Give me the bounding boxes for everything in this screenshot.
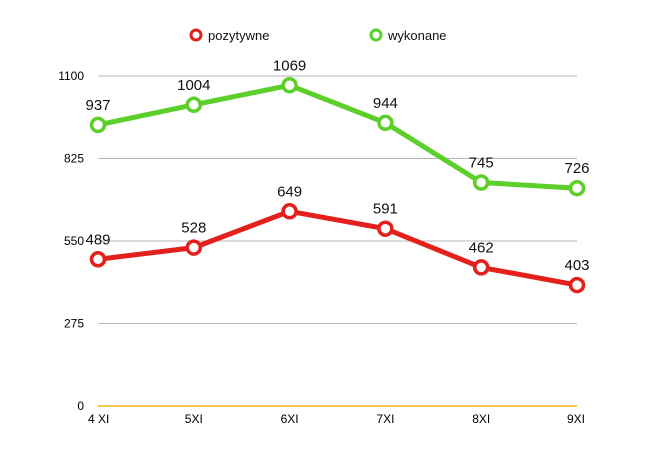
x-tick-label: 8XI <box>472 412 490 426</box>
y-tick-label: 1100 <box>58 69 84 83</box>
data-point <box>472 259 490 276</box>
x-tick-label: 9XI <box>567 412 585 426</box>
x-tick-label: 4 XI <box>88 412 109 426</box>
legend-label: pozytywne <box>208 28 269 43</box>
x-tick-label: 6XI <box>281 412 299 426</box>
legend: pozytywne wykonane <box>189 28 447 43</box>
data-label: 403 <box>564 257 589 274</box>
data-point <box>377 114 394 132</box>
data-label: 726 <box>564 160 589 177</box>
data-label: 489 <box>85 231 110 248</box>
legend-marker <box>189 28 203 42</box>
gridlines <box>98 75 577 324</box>
y-tick-label: 275 <box>64 317 84 331</box>
data-point <box>89 116 107 134</box>
data-point <box>185 239 203 256</box>
x-tick-label: 7XI <box>376 412 394 426</box>
data-label: 649 <box>277 183 302 200</box>
data-point <box>472 174 490 191</box>
axes: 0 275 550 825 1100 4 XI 5XI 6XI 7XI 8XI 9XI <box>58 69 585 426</box>
data-point <box>377 220 394 237</box>
data-point <box>185 96 203 114</box>
data-point <box>89 251 107 268</box>
data-point <box>281 203 298 220</box>
data-label: 1004 <box>177 77 210 94</box>
y-tick-label: 825 <box>64 152 84 166</box>
legend-label: wykonane <box>387 28 447 43</box>
data-label: 462 <box>469 239 494 256</box>
data-point <box>568 276 586 294</box>
data-label: 745 <box>469 155 494 172</box>
data-label: 528 <box>181 220 206 237</box>
legend-marker <box>369 28 383 42</box>
data-label: 944 <box>373 95 398 112</box>
data-label: 591 <box>373 201 398 218</box>
x-tick-label: 5XI <box>185 412 203 426</box>
data-label: 1069 <box>273 57 306 74</box>
series-line-wykonane <box>95 82 580 191</box>
data-labels: 489 528 649 591 462 403 937 1004 1069 944 745 726 <box>85 57 589 274</box>
data-point <box>281 77 298 94</box>
data-label: 937 <box>85 97 110 114</box>
data-point <box>568 179 586 197</box>
y-tick-label: 0 <box>77 399 84 413</box>
series <box>89 77 586 294</box>
y-tick-label: 550 <box>64 234 84 248</box>
series-line-pozytywne <box>95 208 580 288</box>
